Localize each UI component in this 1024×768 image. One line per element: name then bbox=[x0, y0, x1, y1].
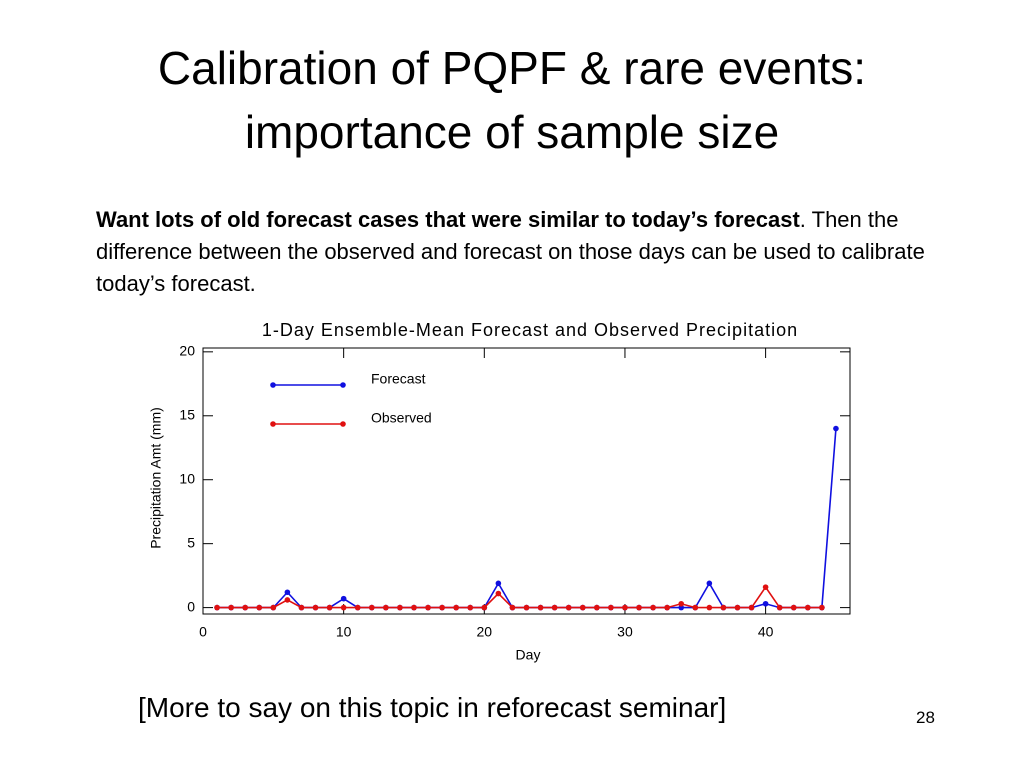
x-tick-label: 40 bbox=[758, 624, 774, 640]
body-bold: Want lots of old forecast cases that wer… bbox=[96, 207, 800, 232]
data-point bbox=[579, 604, 586, 611]
data-point bbox=[523, 604, 530, 611]
body-text: Want lots of old forecast cases that wer… bbox=[96, 204, 936, 300]
data-point bbox=[312, 604, 319, 611]
slide-title: importance of sample size bbox=[244, 106, 780, 158]
legend-marker bbox=[270, 382, 276, 388]
chart-title: 1-Day Ensemble-Mean Forecast and Observe… bbox=[262, 320, 798, 340]
plot-frame bbox=[202, 347, 851, 615]
data-point bbox=[819, 604, 825, 611]
data-point bbox=[397, 604, 403, 611]
data-point bbox=[495, 580, 502, 587]
data-point bbox=[608, 604, 614, 611]
data-point bbox=[481, 604, 488, 611]
data-point bbox=[326, 604, 333, 611]
data-point bbox=[368, 604, 375, 611]
data-point bbox=[298, 604, 305, 611]
data-point bbox=[214, 604, 220, 611]
data-point bbox=[594, 604, 600, 611]
series-line bbox=[217, 585, 822, 609]
data-point bbox=[776, 604, 783, 611]
data-point bbox=[453, 604, 459, 611]
data-point bbox=[228, 604, 234, 611]
data-point bbox=[340, 604, 347, 611]
data-point bbox=[383, 604, 389, 611]
footer: [More to say on this topic in reforecast… bbox=[138, 692, 727, 723]
y-tick-label: 0 bbox=[187, 598, 195, 614]
data-point bbox=[664, 604, 670, 611]
data-point bbox=[790, 604, 797, 611]
data-point bbox=[284, 589, 291, 596]
body-rest: . Then the difference between the observ… bbox=[96, 207, 925, 296]
data-point bbox=[495, 590, 502, 597]
data-point bbox=[720, 604, 727, 611]
data-point bbox=[565, 604, 572, 611]
data-point bbox=[650, 604, 656, 611]
data-point bbox=[242, 604, 248, 611]
data-point bbox=[270, 604, 277, 611]
data-point bbox=[411, 604, 417, 611]
data-point bbox=[734, 604, 741, 611]
data-point bbox=[509, 604, 516, 611]
data-point bbox=[636, 604, 642, 611]
data-point bbox=[439, 604, 445, 611]
data-point bbox=[284, 597, 291, 603]
data-point bbox=[551, 604, 558, 611]
data-point bbox=[678, 604, 685, 611]
series-line bbox=[217, 428, 837, 609]
data-point bbox=[622, 604, 628, 611]
data-point bbox=[762, 600, 769, 607]
data-point bbox=[762, 584, 769, 590]
data-point bbox=[833, 425, 839, 432]
data-point bbox=[467, 604, 474, 611]
data-point bbox=[706, 580, 713, 587]
legend-label: Forecast bbox=[371, 371, 426, 387]
x-axis-label: Day bbox=[516, 647, 541, 663]
y-tick-label: 20 bbox=[179, 343, 195, 359]
x-tick-label: 20 bbox=[477, 624, 493, 640]
y-tick-label: 15 bbox=[179, 406, 195, 422]
data-point bbox=[340, 595, 347, 602]
data-point bbox=[425, 604, 431, 611]
y-tick-label: 10 bbox=[179, 470, 195, 486]
legend-marker bbox=[340, 421, 346, 427]
data-point bbox=[748, 604, 755, 611]
data-point bbox=[256, 604, 263, 611]
y-axis-label: Precipitation Amt (mm) bbox=[148, 407, 164, 549]
x-tick-label: 30 bbox=[617, 624, 633, 640]
legend-marker bbox=[340, 382, 346, 388]
data-point bbox=[678, 600, 685, 607]
data-point bbox=[805, 604, 811, 611]
x-tick-label: 10 bbox=[336, 624, 352, 640]
legend-label: Observed bbox=[371, 410, 432, 426]
data-point bbox=[537, 604, 544, 611]
y-tick-label: 5 bbox=[187, 534, 195, 550]
legend-marker bbox=[270, 421, 276, 427]
x-tick-label: 0 bbox=[199, 624, 207, 640]
page-number: 28 bbox=[916, 708, 935, 727]
data-point bbox=[706, 604, 713, 611]
data-point bbox=[354, 604, 361, 611]
slide-title: Calibration of PQPF & rare events: bbox=[157, 42, 867, 94]
data-point bbox=[692, 604, 699, 611]
